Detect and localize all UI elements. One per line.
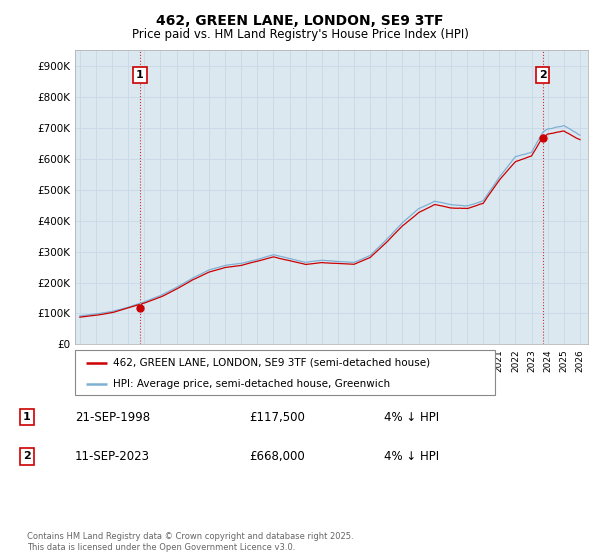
Text: 462, GREEN LANE, LONDON, SE9 3TF: 462, GREEN LANE, LONDON, SE9 3TF xyxy=(156,14,444,28)
Text: Contains HM Land Registry data © Crown copyright and database right 2025.
This d: Contains HM Land Registry data © Crown c… xyxy=(27,532,353,552)
Text: Price paid vs. HM Land Registry's House Price Index (HPI): Price paid vs. HM Land Registry's House … xyxy=(131,28,469,41)
Text: HPI: Average price, semi-detached house, Greenwich: HPI: Average price, semi-detached house,… xyxy=(113,379,390,389)
Text: 4% ↓ HPI: 4% ↓ HPI xyxy=(384,450,439,463)
Text: 21-SEP-1998: 21-SEP-1998 xyxy=(75,410,150,424)
Text: 11-SEP-2023: 11-SEP-2023 xyxy=(75,450,150,463)
Text: 2: 2 xyxy=(23,451,31,461)
Text: 1: 1 xyxy=(136,70,144,80)
FancyBboxPatch shape xyxy=(75,350,495,395)
Text: £668,000: £668,000 xyxy=(249,450,305,463)
Text: 4% ↓ HPI: 4% ↓ HPI xyxy=(384,410,439,424)
Text: 462, GREEN LANE, LONDON, SE9 3TF (semi-detached house): 462, GREEN LANE, LONDON, SE9 3TF (semi-d… xyxy=(113,357,430,367)
Text: 1: 1 xyxy=(23,412,31,422)
Text: 2: 2 xyxy=(539,70,547,80)
Text: £117,500: £117,500 xyxy=(249,410,305,424)
